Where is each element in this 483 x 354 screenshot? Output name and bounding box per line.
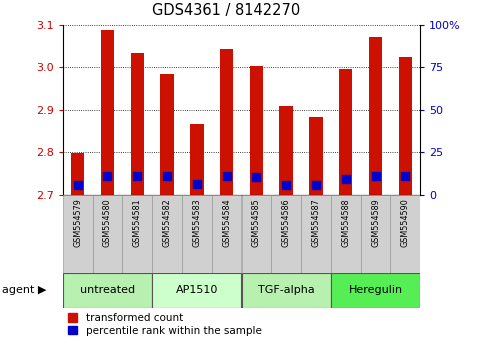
Point bbox=[253, 174, 260, 180]
Point bbox=[342, 176, 350, 181]
Text: GSM554586: GSM554586 bbox=[282, 199, 291, 247]
Text: GSM554581: GSM554581 bbox=[133, 199, 142, 247]
Text: AP1510: AP1510 bbox=[176, 285, 218, 295]
Point bbox=[74, 182, 82, 188]
Point bbox=[163, 173, 171, 178]
Text: GSM554580: GSM554580 bbox=[103, 199, 112, 247]
Bar bbox=[309, 116, 323, 195]
Bar bbox=[190, 124, 203, 195]
Bar bbox=[93, 195, 122, 273]
Bar bbox=[63, 195, 93, 273]
Bar bbox=[130, 53, 144, 195]
Text: Heregulin: Heregulin bbox=[348, 285, 403, 295]
Text: GSM554585: GSM554585 bbox=[252, 199, 261, 247]
Text: untreated: untreated bbox=[80, 285, 135, 295]
Text: GSM554582: GSM554582 bbox=[163, 199, 171, 247]
Bar bbox=[182, 195, 212, 273]
Bar bbox=[331, 273, 420, 308]
Point bbox=[193, 181, 201, 187]
Text: GSM554584: GSM554584 bbox=[222, 199, 231, 247]
Text: TGF-alpha: TGF-alpha bbox=[258, 285, 314, 295]
Text: GSM554587: GSM554587 bbox=[312, 199, 320, 247]
Bar bbox=[101, 30, 114, 195]
Bar bbox=[301, 195, 331, 273]
Text: GDS4361 / 8142270: GDS4361 / 8142270 bbox=[152, 3, 300, 18]
Text: GSM554590: GSM554590 bbox=[401, 199, 410, 247]
Bar bbox=[160, 74, 174, 195]
Bar bbox=[250, 66, 263, 195]
Point bbox=[401, 173, 409, 179]
Bar bbox=[369, 37, 382, 195]
Bar bbox=[220, 50, 233, 195]
Point bbox=[104, 173, 112, 178]
Text: GSM554588: GSM554588 bbox=[341, 199, 350, 247]
Bar bbox=[71, 154, 85, 195]
Bar bbox=[152, 195, 182, 273]
Bar bbox=[63, 273, 152, 308]
Bar bbox=[390, 195, 420, 273]
Bar bbox=[242, 195, 271, 273]
Point bbox=[312, 183, 320, 188]
Bar bbox=[361, 195, 390, 273]
Text: GSM554583: GSM554583 bbox=[192, 199, 201, 247]
Bar bbox=[339, 69, 353, 195]
Point bbox=[223, 173, 230, 178]
Bar bbox=[122, 195, 152, 273]
Point bbox=[372, 173, 380, 178]
Bar bbox=[212, 195, 242, 273]
Bar bbox=[398, 57, 412, 195]
Text: GSM554589: GSM554589 bbox=[371, 199, 380, 247]
Point bbox=[133, 173, 141, 178]
Text: agent ▶: agent ▶ bbox=[2, 285, 47, 295]
Bar bbox=[242, 273, 331, 308]
Text: GSM554579: GSM554579 bbox=[73, 199, 82, 247]
Bar bbox=[280, 106, 293, 195]
Bar bbox=[331, 195, 361, 273]
Point bbox=[282, 183, 290, 188]
Legend: transformed count, percentile rank within the sample: transformed count, percentile rank withi… bbox=[68, 313, 262, 336]
Bar bbox=[271, 195, 301, 273]
Bar bbox=[152, 273, 242, 308]
